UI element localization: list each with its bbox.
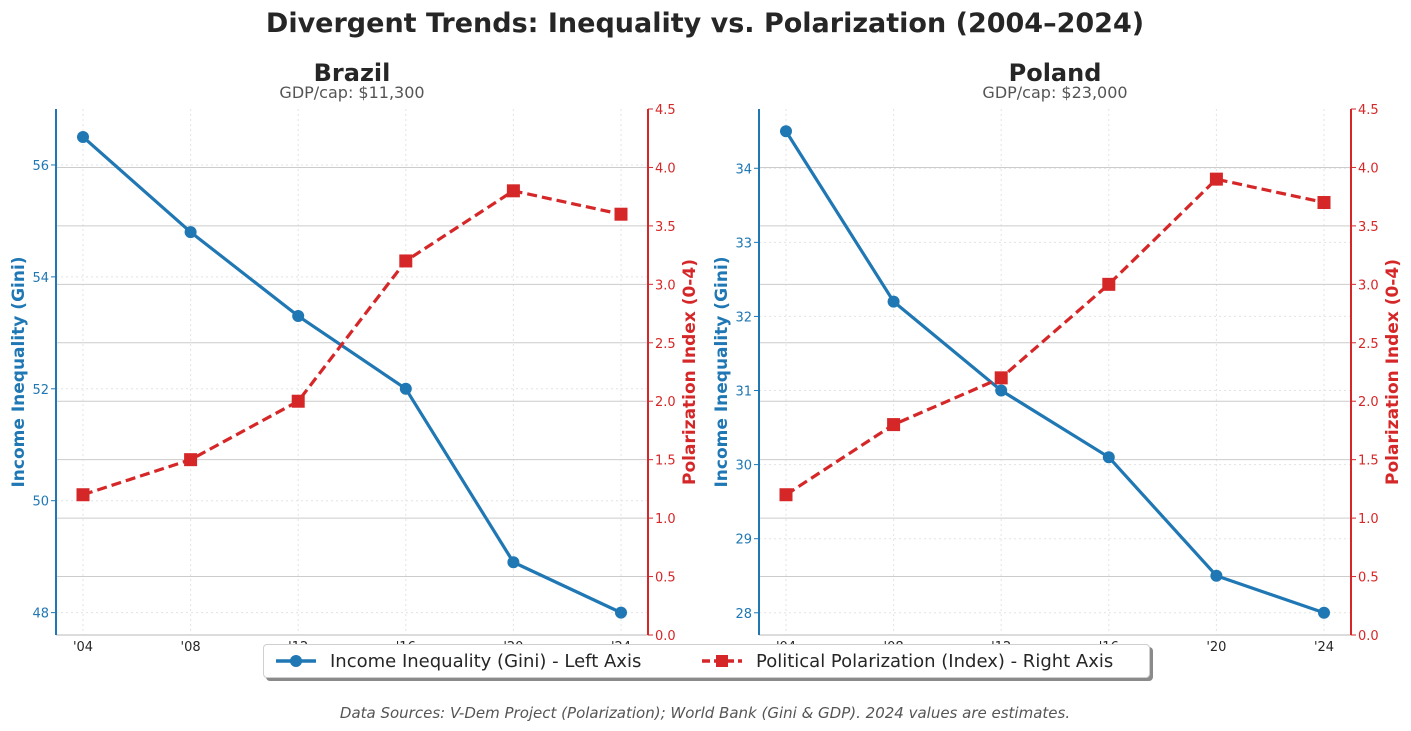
left-tick-label: 54 (32, 271, 49, 286)
right-tick-label: 3.0 (1358, 278, 1379, 293)
legend-label-gini: Income Inequality (Gini) - Left Axis (330, 650, 642, 672)
gini-point (292, 310, 305, 323)
polarization-point (184, 453, 198, 467)
polarization-point (994, 371, 1008, 385)
polarization-point (506, 184, 520, 198)
chart-title: Divergent Trends: Inequality vs. Polariz… (266, 8, 1144, 39)
left-tick-label: 33 (735, 236, 752, 251)
left-tick-label: 48 (32, 607, 49, 622)
right-axis-label: Polarization Index (0-4) (1383, 259, 1403, 485)
polarization-line-poland (785, 177, 1325, 497)
right-tick-label: 0.5 (1358, 571, 1379, 586)
polarization-point (291, 394, 305, 408)
right-tick-label: 2.5 (1358, 337, 1379, 352)
right-tick-label: 0.0 (1358, 629, 1379, 644)
right-axis-label: Polarization Index (0-4) (680, 259, 700, 485)
gini-point (995, 384, 1008, 397)
left-tick-label: 34 (735, 162, 752, 177)
left-tick-label: 52 (32, 383, 49, 398)
right-tick-label: 4.5 (655, 103, 676, 118)
right-tick-label: 1.5 (1358, 454, 1379, 469)
right-tick-label: 4.0 (1358, 161, 1379, 176)
x-tick-label: '04 (73, 640, 93, 655)
right-tick-label: 4.0 (655, 161, 676, 176)
right-tick-label: 1.5 (655, 454, 676, 469)
legend-item-gini: Income Inequality (Gini) - Left Axis (274, 645, 641, 677)
panel-title-poland: Poland (1009, 59, 1102, 87)
left-tick-label: 30 (735, 459, 752, 474)
polarization-point (1209, 172, 1223, 186)
left-axis-label: Income Inequality (Gini) (712, 256, 732, 487)
panel-subtitle-brazil: GDP/cap: $11,300 (279, 83, 424, 102)
polarization-point (399, 254, 413, 268)
legend-swatch-gini (276, 655, 316, 667)
gini-point (77, 130, 89, 143)
legend: Income Inequality (Gini) - Left Axis Pol… (263, 644, 1150, 678)
right-tick-label: 1.0 (1358, 512, 1379, 527)
right-tick-label: 4.5 (1358, 103, 1379, 118)
polarization-point (1102, 277, 1116, 291)
x-tick-label: '24 (1314, 640, 1334, 655)
x-tick-label: '08 (181, 640, 201, 655)
legend-swatch-polarization (702, 655, 742, 667)
right-tick-label: 1.0 (655, 512, 676, 527)
gini-line-poland (784, 130, 1325, 615)
right-tick-label: 2.0 (655, 395, 676, 410)
polarization-point (1317, 196, 1331, 210)
left-tick-label: 31 (735, 385, 752, 400)
legend-item-polarization: Political Polarization (Index) - Right A… (700, 645, 1113, 677)
gini-line-brazil (81, 135, 622, 615)
x-tick-label: '20 (1206, 640, 1226, 655)
left-tick-label: 50 (32, 495, 49, 510)
right-tick-label: 0.0 (655, 629, 676, 644)
gini-point (1210, 569, 1223, 582)
polarization-line-brazil (82, 189, 622, 497)
left-tick-label: 32 (735, 310, 752, 325)
left-tick-label: 29 (735, 533, 752, 548)
gini-point (399, 382, 412, 395)
polarization-point (779, 488, 793, 502)
right-tick-label: 2.5 (655, 337, 676, 352)
gini-point (184, 226, 197, 239)
panel-title-brazil: Brazil (314, 59, 391, 87)
polarization-point (76, 488, 90, 502)
right-tick-label: 3.5 (1358, 220, 1379, 235)
panel-subtitle-poland: GDP/cap: $23,000 (982, 83, 1127, 102)
left-tick-label: 56 (32, 159, 49, 174)
footnote: Data Sources: V-Dem Project (Polarizatio… (340, 704, 1070, 722)
right-tick-label: 2.0 (1358, 395, 1379, 410)
right-tick-label: 0.5 (655, 571, 676, 586)
gini-point (507, 556, 520, 569)
gini-point (780, 125, 792, 138)
left-tick-label: 28 (735, 607, 752, 622)
polarization-point (887, 418, 901, 432)
legend-label-polarization: Political Polarization (Index) - Right A… (756, 650, 1114, 672)
left-axis-label: Income Inequality (Gini) (9, 256, 29, 487)
polarization-point (614, 207, 628, 221)
gini-point (1102, 451, 1115, 464)
right-tick-label: 3.5 (655, 220, 676, 235)
right-tick-label: 3.0 (655, 278, 676, 293)
gini-point (1318, 606, 1330, 619)
gini-point (887, 295, 900, 308)
gini-point (615, 606, 627, 619)
